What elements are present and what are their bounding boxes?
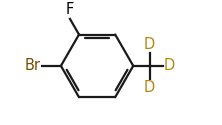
Text: D: D: [164, 58, 175, 73]
Text: D: D: [144, 80, 155, 95]
Text: F: F: [66, 2, 74, 18]
Text: Br: Br: [25, 58, 41, 73]
Text: D: D: [144, 37, 155, 52]
